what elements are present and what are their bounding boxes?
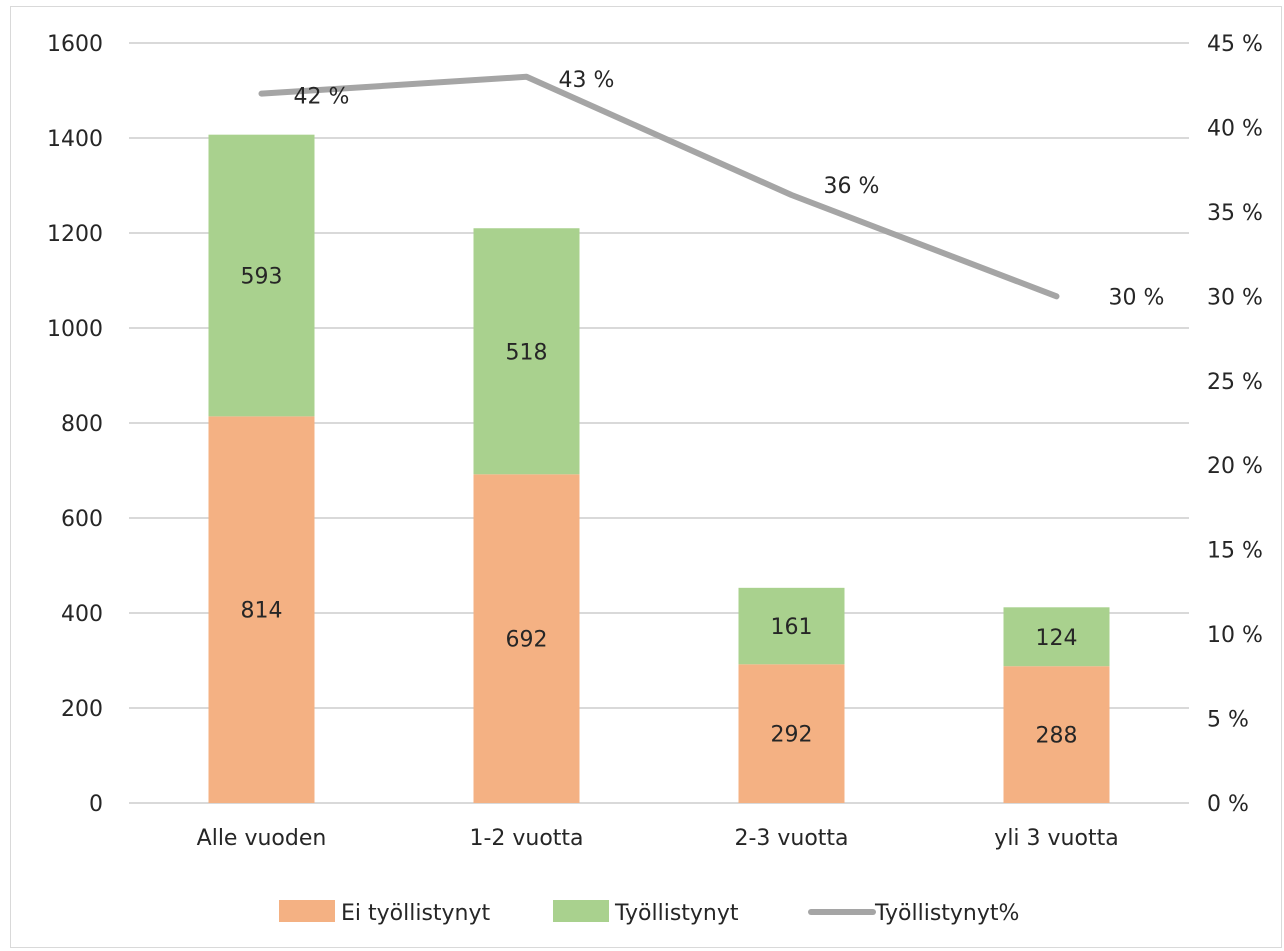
bar-segment (473, 228, 580, 475)
x-tick-label: yli 3 vuotta (994, 826, 1118, 851)
x-tick-label: 1-2 vuotta (469, 826, 583, 851)
y-tick-label: 1400 (47, 127, 103, 152)
y2-tick-label: 25 % (1207, 370, 1263, 395)
line-data-label: 30 % (1109, 285, 1165, 310)
bar-data-label: 161 (771, 615, 813, 640)
legend-label: Ei työllistynyt (341, 901, 491, 926)
y-tick-label: 1000 (47, 317, 103, 342)
y-tick-label: 1600 (47, 32, 103, 57)
x-tick-label: 2-3 vuotta (734, 826, 848, 851)
line-data-label: 43 % (559, 68, 615, 93)
line-data-label: 36 % (824, 174, 880, 199)
y2-tick-label: 45 % (1207, 32, 1263, 57)
bar-data-label: 292 (771, 723, 813, 748)
y2-tick-label: 35 % (1207, 201, 1263, 226)
y2-tick-label: 30 % (1207, 285, 1263, 310)
y-tick-label: 400 (61, 602, 103, 627)
percentage-line (258, 73, 1060, 300)
bar-data-label: 814 (241, 599, 283, 624)
x-tick-label: Alle vuoden (197, 826, 327, 851)
bar-segment (473, 474, 580, 803)
bar-segment (208, 416, 315, 803)
line-data-label: 42 % (294, 85, 350, 110)
bar-segment (738, 664, 845, 803)
y2-tick-label: 5 % (1207, 708, 1249, 733)
combo-chart: 814 593 692 518 292 161 288 124 42 % 43 % 36 % 30 %… (47, 32, 1263, 926)
bar-data-label: 692 (506, 628, 548, 653)
bar-data-label: 593 (241, 265, 283, 290)
legend-swatch (279, 900, 335, 922)
bar-segment (1003, 666, 1110, 803)
y-tick-label: 0 (89, 792, 103, 817)
y-tick-label: 1200 (47, 222, 103, 247)
bar-data-label: 518 (506, 340, 548, 365)
bar-data-label: 124 (1036, 626, 1078, 651)
bar-segment (208, 134, 315, 417)
y2-tick-label: 10 % (1207, 623, 1263, 648)
y-tick-label: 200 (61, 697, 103, 722)
y-tick-label: 600 (61, 507, 103, 532)
legend-label: Työllistynyt% (874, 901, 1019, 926)
bar-segment (738, 587, 845, 665)
y2-tick-label: 15 % (1207, 539, 1263, 564)
y-tick-label: 800 (61, 412, 103, 437)
legend-label: Työllistynyt (614, 901, 739, 926)
y2-tick-label: 20 % (1207, 454, 1263, 479)
bar-segment (1003, 607, 1110, 667)
chart-frame: 814 593 692 518 292 161 288 124 42 % 43 % 36 % 30 %… (10, 6, 1282, 948)
y2-tick-label: 0 % (1207, 792, 1249, 817)
y2-tick-label: 40 % (1207, 116, 1263, 141)
bar-data-label: 288 (1036, 724, 1078, 749)
legend-swatch (553, 900, 609, 922)
